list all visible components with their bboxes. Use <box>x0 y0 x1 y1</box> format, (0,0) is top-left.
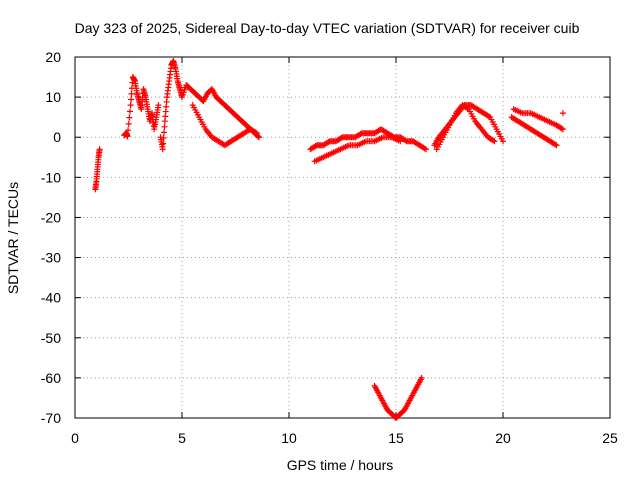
x-tick-label: 25 <box>602 430 618 446</box>
grid-lines <box>75 57 610 418</box>
data-point-fill <box>161 123 168 130</box>
y-axis-label: SDTVAR / TECUs <box>5 182 21 294</box>
y-tick-label: -70 <box>41 410 61 426</box>
data-point <box>96 146 103 153</box>
data-point <box>418 374 425 381</box>
data-point <box>422 146 429 153</box>
data-point-fill <box>126 114 133 121</box>
y-tick-label: -30 <box>41 250 61 266</box>
data-point-fill <box>552 141 559 148</box>
x-tick-label: 15 <box>388 430 404 446</box>
x-tick-label: 5 <box>178 430 186 446</box>
data-point-fill <box>252 129 259 136</box>
data-point <box>159 146 166 153</box>
data-point-fill <box>128 90 135 97</box>
data-point <box>124 133 131 140</box>
y-tick-label: -40 <box>41 290 61 306</box>
y-tick-label: -10 <box>41 169 61 185</box>
data-point <box>491 138 498 145</box>
x-tick-label: 0 <box>71 430 79 446</box>
plot-frame <box>74 56 611 419</box>
y-tick-label: 0 <box>53 129 61 145</box>
data-point-fill <box>160 135 167 142</box>
data-point-fill <box>161 129 168 136</box>
y-axis: -70 -60 -50 -40 -30 -20 -10 0 10 20 <box>41 49 610 426</box>
data-point-fill <box>128 96 135 103</box>
data-point-fill <box>125 127 132 134</box>
data-point-fill <box>125 120 132 127</box>
chart-title: Day 323 of 2025, Sidereal Day-to-day VTE… <box>75 20 580 36</box>
data-point-fill <box>485 113 492 120</box>
data-point-fill <box>464 105 471 112</box>
data-point <box>155 102 162 109</box>
data-point-fill <box>160 140 167 147</box>
x-axis-label: GPS time / hours <box>287 457 394 473</box>
data-point <box>553 142 560 149</box>
data-point <box>559 126 566 133</box>
y-tick-label: -60 <box>41 370 61 386</box>
data-point <box>127 102 134 109</box>
y-tick-label: 10 <box>45 89 61 105</box>
data-point <box>559 110 566 117</box>
data-point <box>256 134 263 141</box>
data-point-fill <box>421 145 428 152</box>
data-point-fill <box>255 133 262 140</box>
data-point <box>253 130 260 137</box>
data-point <box>500 138 506 145</box>
data-point-fill <box>558 125 565 132</box>
data-points <box>92 58 566 421</box>
y-tick-label: 20 <box>45 49 61 65</box>
x-tick-label: 10 <box>281 430 297 446</box>
data-point <box>397 138 404 145</box>
x-tick-label: 20 <box>495 430 511 446</box>
data-point-fill <box>490 137 497 144</box>
y-tick-label: -50 <box>41 330 61 346</box>
y-tick-label: -20 <box>41 209 61 225</box>
data-point-fill <box>126 108 133 115</box>
